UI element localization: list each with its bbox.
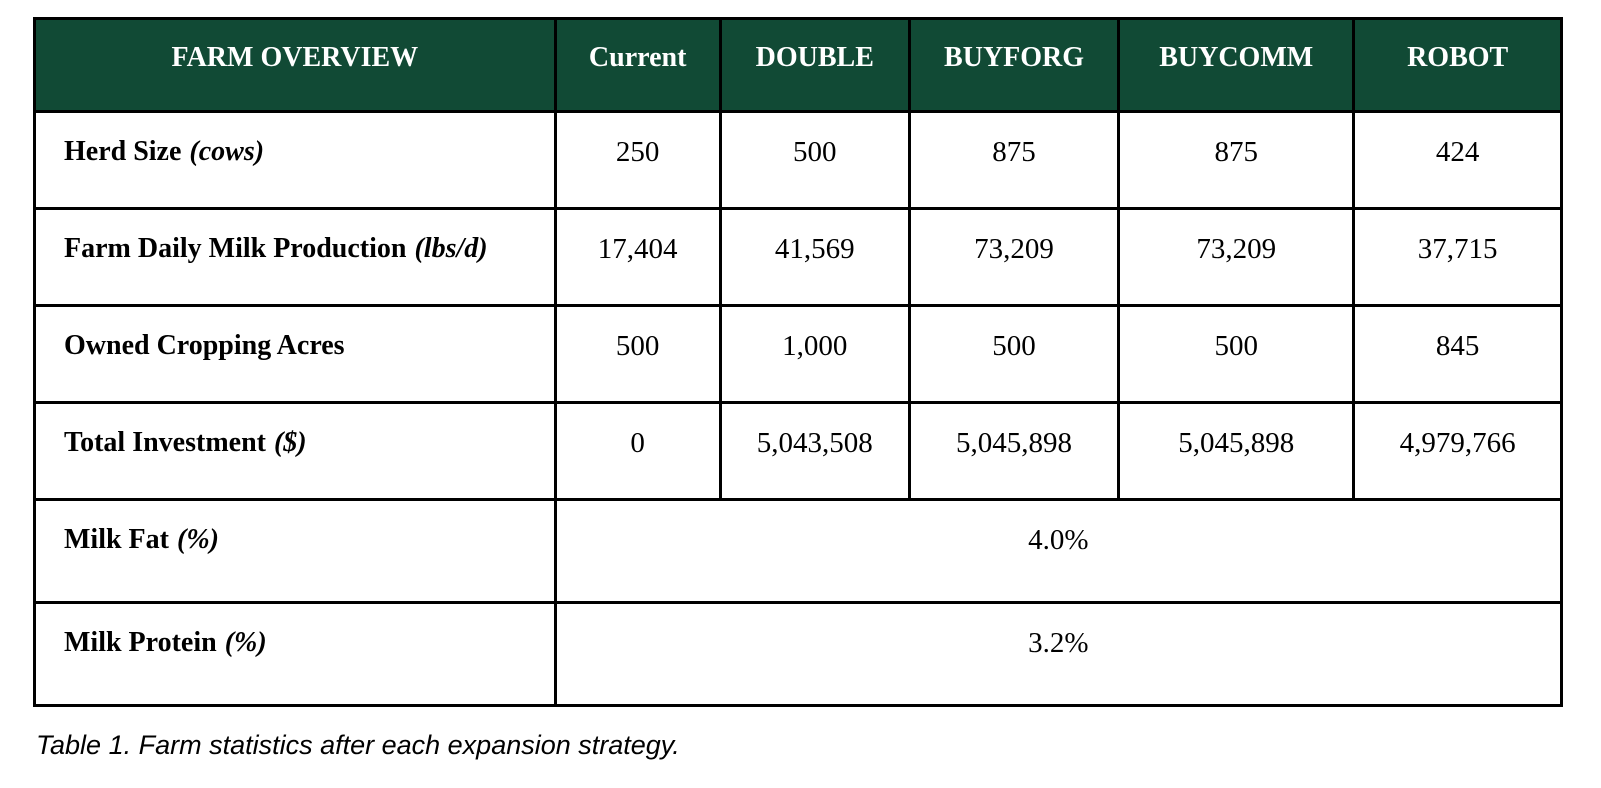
column-header-double: DOUBLE bbox=[718, 17, 911, 113]
table-row-milk-fat: Milk Fat (%) 4.0% bbox=[33, 498, 1564, 604]
cell-value: 875 bbox=[907, 110, 1121, 210]
row-label: Farm Daily Milk Production (lbs/d) bbox=[33, 207, 557, 307]
cell-value: 73,209 bbox=[907, 207, 1121, 307]
cell-value: 1,000 bbox=[718, 304, 911, 404]
table-caption: Table 1. Farm statistics after each expa… bbox=[36, 730, 680, 760]
table-row-herd-size: Herd Size (cows) 250 500 875 875 424 bbox=[33, 110, 1563, 210]
cell-value: 37,715 bbox=[1352, 207, 1563, 307]
row-unit: (cows) bbox=[189, 136, 265, 167]
cell-value: 17,404 bbox=[553, 207, 722, 307]
cell-value: 500 bbox=[553, 304, 722, 404]
row-label: Milk Fat (%) bbox=[33, 498, 557, 604]
row-unit: (%) bbox=[224, 627, 267, 658]
table-row-milk-production: Farm Daily Milk Production (lbs/d) 17,404… bbox=[33, 207, 1563, 307]
header-row: FARM OVERVIEW Current DOUBLE BUYFORG BUY… bbox=[33, 17, 1563, 113]
column-header-buyforg: BUYFORG bbox=[907, 17, 1121, 113]
cell-value: 845 bbox=[1352, 304, 1563, 404]
column-header-robot: ROBOT bbox=[1352, 17, 1563, 113]
merged-cell-value: 4.0% bbox=[553, 498, 1564, 604]
farm-overview-table: FARM OVERVIEW Current DOUBLE BUYFORG BUY… bbox=[33, 17, 1564, 707]
cell-value: 5,043,508 bbox=[718, 401, 911, 501]
cell-value: 500 bbox=[718, 110, 911, 210]
row-label-text: Milk Protein bbox=[64, 627, 217, 658]
cell-value: 0 bbox=[553, 401, 722, 501]
cell-value: 424 bbox=[1352, 110, 1563, 210]
row-label-text: Herd Size bbox=[64, 136, 182, 167]
table-row-milk-protein: Milk Protein (%) 3.2% bbox=[33, 601, 1564, 707]
row-unit: (%) bbox=[177, 524, 219, 555]
row-label: Herd Size (cows) bbox=[33, 110, 557, 210]
cell-value: 500 bbox=[1117, 304, 1356, 404]
cell-value: 875 bbox=[1117, 110, 1356, 210]
cell-value: 5,045,898 bbox=[1117, 401, 1356, 501]
row-label: Milk Protein (%) bbox=[33, 601, 557, 707]
cell-value: 41,569 bbox=[718, 207, 911, 307]
table-title: FARM OVERVIEW bbox=[33, 17, 557, 113]
row-label-text: Total Investment bbox=[64, 427, 266, 458]
row-unit: ($) bbox=[273, 427, 307, 458]
row-label-text: Milk Fat bbox=[64, 524, 169, 555]
row-label-text: Owned Cropping Acres bbox=[64, 330, 345, 361]
cell-value: 5,045,898 bbox=[907, 401, 1121, 501]
table-row-total-investment: Total Investment ($) 0 5,043,508 5,045,89… bbox=[33, 401, 1563, 501]
table-row-cropping-acres: Owned Cropping Acres 500 1,000 500 500 8… bbox=[33, 304, 1563, 404]
row-label: Owned Cropping Acres bbox=[33, 304, 557, 404]
cell-value: 250 bbox=[553, 110, 722, 210]
row-label-text: Farm Daily Milk Production bbox=[64, 233, 407, 264]
cell-value: 500 bbox=[907, 304, 1121, 404]
column-header-buycomm: BUYCOMM bbox=[1117, 17, 1356, 113]
cell-value: 73,209 bbox=[1117, 207, 1356, 307]
cell-value: 4,979,766 bbox=[1352, 401, 1563, 501]
row-unit: (lbs/d) bbox=[414, 233, 488, 264]
column-header-current: Current bbox=[553, 17, 722, 113]
merged-cell-value: 3.2% bbox=[553, 601, 1564, 707]
row-label: Total Investment ($) bbox=[33, 401, 557, 501]
